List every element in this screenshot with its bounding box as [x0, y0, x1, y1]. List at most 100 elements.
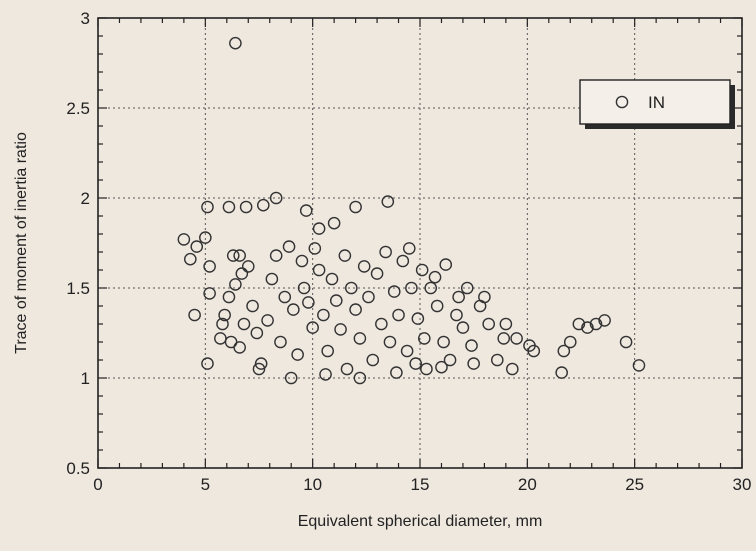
data-point: [239, 200, 253, 214]
y-tick-label: 0.5: [66, 459, 90, 478]
data-point: [317, 308, 330, 322]
data-point: [632, 359, 646, 372]
data-point: [510, 332, 523, 345]
y-tick-label: 2: [81, 189, 90, 208]
data-point: [450, 308, 463, 322]
data-points: [177, 36, 646, 385]
data-point: [396, 254, 410, 268]
data-point: [353, 371, 367, 385]
data-point: [589, 317, 603, 331]
data-point: [405, 281, 418, 295]
data-point: [506, 362, 519, 376]
data-point: [362, 290, 375, 304]
data-point: [619, 335, 633, 349]
x-tick-label: 5: [201, 475, 210, 494]
data-point: [214, 332, 227, 345]
data-point: [188, 308, 201, 322]
data-point: [357, 260, 371, 273]
data-point: [443, 353, 457, 367]
data-point: [312, 263, 326, 277]
data-point: [235, 267, 249, 280]
data-point: [287, 303, 300, 316]
data-point: [308, 242, 322, 255]
data-point: [306, 321, 319, 334]
data-point: [340, 362, 354, 376]
y-tick-label: 1.5: [66, 279, 90, 298]
data-point: [321, 344, 334, 358]
data-point: [460, 281, 474, 295]
data-point: [246, 299, 259, 313]
data-point: [177, 233, 191, 246]
data-point: [370, 267, 384, 280]
data-point: [329, 294, 343, 307]
data-point: [430, 299, 444, 313]
data-point: [439, 258, 453, 271]
data-point: [250, 326, 264, 340]
data-point: [334, 323, 347, 336]
y-tick-labels: 0.5 1 1.5 2 2.5 3: [66, 9, 90, 478]
x-tick-labels: 0 5 10 15 20 25 30: [93, 475, 751, 494]
data-point: [381, 195, 395, 208]
data-point: [598, 314, 611, 327]
y-tick-label: 1: [81, 369, 90, 388]
data-point: [265, 272, 279, 286]
data-point: [420, 362, 433, 376]
data-point: [415, 263, 429, 277]
data-point: [497, 332, 511, 345]
data-point: [390, 366, 403, 379]
y-tick-label: 3: [81, 9, 90, 28]
data-point: [366, 353, 380, 367]
data-point: [499, 317, 513, 331]
data-point: [252, 362, 266, 376]
y-axis-label: Trace of moment of inertia ratio: [13, 132, 30, 354]
data-point: [345, 281, 358, 295]
x-tick-label: 20: [518, 475, 537, 494]
data-point: [229, 278, 242, 291]
data-point: [417, 332, 431, 345]
data-point: [409, 357, 423, 370]
x-tick-label: 15: [411, 475, 430, 494]
data-point: [353, 332, 367, 345]
data-point: [261, 314, 274, 327]
data-point: [216, 317, 229, 331]
data-point: [327, 216, 341, 230]
legend-marker: [615, 95, 629, 109]
data-point: [400, 344, 414, 358]
data-point: [256, 198, 270, 212]
data-point: [274, 335, 287, 349]
data-point: [465, 339, 478, 352]
data-point: [527, 344, 541, 358]
data-point: [190, 240, 204, 253]
data-point: [269, 191, 283, 205]
data-point: [411, 312, 425, 325]
data-point: [218, 308, 231, 322]
data-point: [237, 317, 251, 331]
data-point: [379, 245, 392, 259]
data-point: [184, 252, 197, 266]
data-point: [375, 317, 388, 331]
data-point: [490, 353, 504, 367]
data-point: [201, 357, 214, 370]
legend: IN: [579, 79, 735, 129]
x-tick-label: 10: [303, 475, 322, 494]
data-point: [572, 317, 586, 331]
data-point: [482, 317, 495, 331]
data-point: [435, 360, 448, 374]
data-point: [349, 303, 362, 316]
data-point: [581, 321, 594, 334]
data-point: [297, 281, 311, 295]
minor-ticks: [97, 17, 743, 469]
data-point: [199, 231, 212, 244]
data-point: [233, 341, 246, 354]
data-point: [563, 335, 577, 349]
data-point: [338, 249, 352, 262]
x-axis-label: Equivalent spherical diameter, mm: [298, 513, 543, 530]
data-point: [424, 281, 438, 295]
data-point: [402, 242, 416, 255]
data-point: [467, 357, 480, 370]
data-point: [478, 290, 491, 304]
data-point: [456, 321, 470, 334]
data-point: [201, 200, 214, 214]
legend-box: [579, 79, 731, 125]
